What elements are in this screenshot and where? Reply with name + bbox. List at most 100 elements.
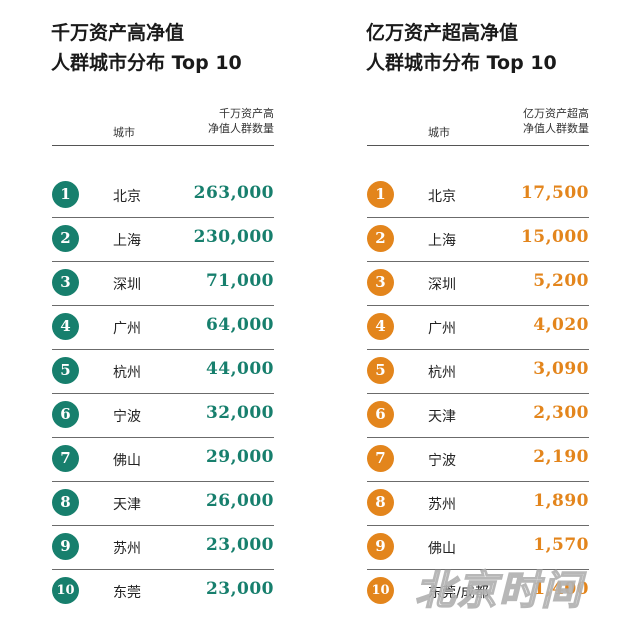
table-row: 4 广州 4,020 [367, 306, 589, 350]
population-value: 17,500 [520, 183, 589, 203]
city-name: 杭州 [113, 365, 141, 381]
rank-badge: 6 [367, 401, 394, 428]
city-name: 上海 [428, 233, 456, 249]
right-title: 亿万资产超高净值 人群城市分布 Top 10 [366, 18, 626, 78]
population-value: 230,000 [193, 227, 274, 247]
table-row: 2 上海 230,000 [52, 218, 274, 262]
rank-badge: 4 [52, 313, 79, 340]
table-row: 10 东莞/成都 1,400 [367, 570, 589, 613]
right-header-count: 亿万资产超高 净值人群数量 [495, 106, 589, 136]
rank-badge: 10 [367, 577, 394, 604]
right-header-city: 城市 [428, 126, 450, 139]
left-panel: 千万资产高净值 人群城市分布 Top 10 城市 千万资产高 净值人群数量 1 北… [0, 0, 290, 619]
population-value: 64,000 [205, 315, 274, 335]
right-header-count-line2: 净值人群数量 [523, 122, 589, 135]
city-name: 佛山 [113, 453, 141, 469]
rank-badge: 1 [52, 181, 79, 208]
table-row: 1 北京 263,000 [52, 174, 274, 218]
city-name: 宁波 [428, 453, 456, 469]
rank-badge: 5 [52, 357, 79, 384]
population-value: 263,000 [193, 183, 274, 203]
population-value: 29,000 [205, 447, 274, 467]
city-name: 天津 [113, 497, 141, 513]
table-row: 7 佛山 29,000 [52, 438, 274, 482]
city-name: 宁波 [113, 409, 141, 425]
city-name: 东莞 [113, 585, 141, 601]
rank-badge: 9 [52, 533, 79, 560]
city-name: 苏州 [113, 541, 141, 557]
table-row: 3 深圳 5,200 [367, 262, 589, 306]
right-panel: 亿万资产超高净值 人群城市分布 Top 10 城市 亿万资产超高 净值人群数量 … [315, 0, 605, 619]
rank-badge: 4 [367, 313, 394, 340]
city-name: 深圳 [428, 277, 456, 293]
rank-badge: 10 [52, 577, 79, 604]
left-header-divider [52, 145, 274, 146]
table-row: 9 佛山 1,570 [367, 526, 589, 570]
left-title-line2: 人群城市分布 Top 10 [51, 52, 242, 74]
city-name: 北京 [428, 189, 456, 205]
left-header-city: 城市 [113, 126, 135, 139]
population-value: 1,400 [533, 579, 589, 599]
table-row: 3 深圳 71,000 [52, 262, 274, 306]
table-row: 5 杭州 44,000 [52, 350, 274, 394]
right-title-line1: 亿万资产超高净值 [366, 22, 519, 44]
population-value: 2,190 [533, 447, 589, 467]
city-name: 天津 [428, 409, 456, 425]
table-row: 7 宁波 2,190 [367, 438, 589, 482]
population-value: 2,300 [533, 403, 589, 423]
rank-badge: 7 [52, 445, 79, 472]
rank-badge: 7 [367, 445, 394, 472]
population-value: 3,090 [533, 359, 589, 379]
population-value: 1,570 [533, 535, 589, 555]
city-name: 上海 [113, 233, 141, 249]
population-value: 1,890 [533, 491, 589, 511]
left-title-line1: 千万资产高净值 [51, 22, 185, 44]
rank-badge: 1 [367, 181, 394, 208]
rank-badge: 6 [52, 401, 79, 428]
city-name: 北京 [113, 189, 141, 205]
table-row: 9 苏州 23,000 [52, 526, 274, 570]
rank-badge: 5 [367, 357, 394, 384]
population-value: 71,000 [205, 271, 274, 291]
table-row: 6 天津 2,300 [367, 394, 589, 438]
table-row: 1 北京 17,500 [367, 174, 589, 218]
population-value: 26,000 [205, 491, 274, 511]
left-header-count: 千万资产高 净值人群数量 [180, 106, 274, 136]
right-header-count-line1: 亿万资产超高 [523, 107, 589, 120]
population-value: 23,000 [205, 579, 274, 599]
rank-badge: 9 [367, 533, 394, 560]
population-value: 23,000 [205, 535, 274, 555]
population-value: 4,020 [533, 315, 589, 335]
population-value: 5,200 [533, 271, 589, 291]
right-title-line2: 人群城市分布 Top 10 [366, 52, 557, 74]
table-row: 2 上海 15,000 [367, 218, 589, 262]
population-value: 44,000 [205, 359, 274, 379]
city-name: 广州 [428, 321, 456, 337]
city-name: 深圳 [113, 277, 141, 293]
left-header-count-line2: 净值人群数量 [208, 122, 274, 135]
table-row: 10 东莞 23,000 [52, 570, 274, 613]
left-ranking-list: 1 北京 263,000 2 上海 230,000 3 深圳 71,000 4 广州 64,000 5 杭… [52, 174, 274, 613]
rank-badge: 2 [367, 225, 394, 252]
rank-badge: 8 [367, 489, 394, 516]
population-value: 32,000 [205, 403, 274, 423]
population-value: 15,000 [520, 227, 589, 247]
rank-badge: 3 [52, 269, 79, 296]
city-name: 东莞/成都 [428, 585, 489, 601]
table-row: 8 苏州 1,890 [367, 482, 589, 526]
left-header-count-line1: 千万资产高 [219, 107, 274, 120]
right-header-divider [367, 145, 589, 146]
table-row: 6 宁波 32,000 [52, 394, 274, 438]
city-name: 苏州 [428, 497, 456, 513]
city-name: 佛山 [428, 541, 456, 557]
left-title: 千万资产高净值 人群城市分布 Top 10 [51, 18, 311, 78]
table-row: 8 天津 26,000 [52, 482, 274, 526]
city-name: 杭州 [428, 365, 456, 381]
table-row: 4 广州 64,000 [52, 306, 274, 350]
right-ranking-list: 1 北京 17,500 2 上海 15,000 3 深圳 5,200 4 广州 4,020 5 杭州 3,0… [367, 174, 589, 613]
city-name: 广州 [113, 321, 141, 337]
table-row: 5 杭州 3,090 [367, 350, 589, 394]
rank-badge: 3 [367, 269, 394, 296]
rank-badge: 2 [52, 225, 79, 252]
rank-badge: 8 [52, 489, 79, 516]
